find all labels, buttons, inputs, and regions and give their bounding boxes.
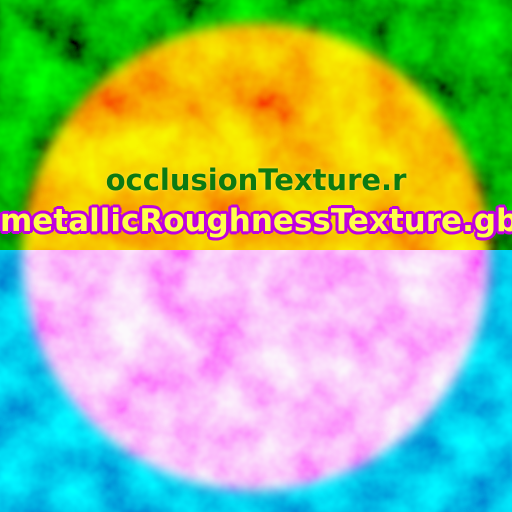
- metallic-roughness-texture-label: metallicRoughnessTexture.gb: [0, 203, 512, 239]
- occlusion-texture-label: occlusionTexture.r: [105, 163, 407, 197]
